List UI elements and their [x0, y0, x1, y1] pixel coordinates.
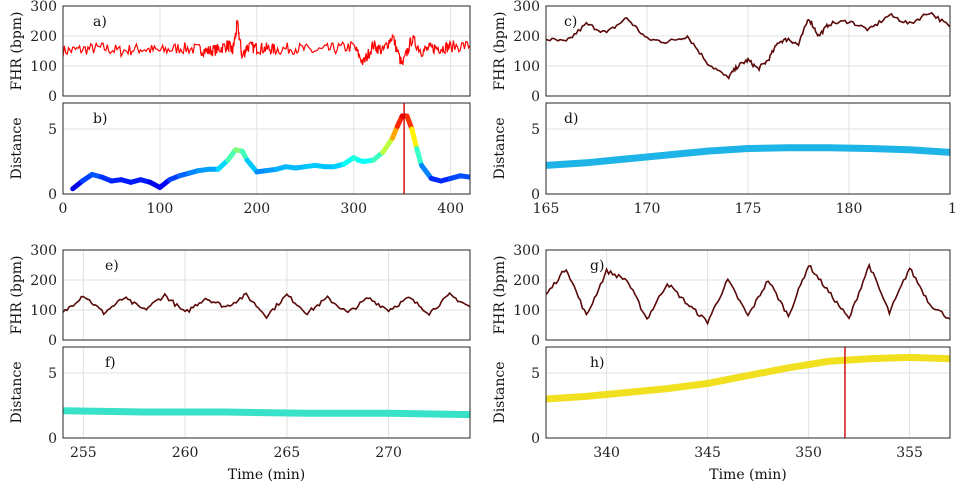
y-tick-label: 100 — [513, 303, 540, 319]
distance-segment — [244, 157, 260, 175]
y-tick-label: 300 — [513, 243, 540, 259]
axes-frame — [545, 249, 951, 341]
plot-area — [546, 262, 950, 326]
y-axis-label: FHR (bpm) — [9, 255, 25, 334]
plot-area — [546, 353, 950, 403]
y-tick-label: 300 — [30, 0, 57, 15]
y-tick-label: 0 — [48, 333, 57, 349]
axes-frame — [62, 102, 471, 195]
axes-frame — [62, 5, 471, 97]
x-tick-label: 340 — [593, 445, 620, 461]
y-tick-label: 0 — [48, 187, 57, 203]
panel-label: a) — [93, 14, 107, 30]
y-axis-label: FHR (bpm) — [9, 11, 25, 90]
x-axis-label: Time (min) — [709, 467, 787, 483]
panel-label: b) — [93, 111, 107, 127]
x-tick-label: 200 — [243, 201, 270, 217]
axes-frame — [545, 346, 951, 439]
plot-area — [70, 113, 470, 192]
axes-frame — [545, 102, 951, 195]
y-tick-label: 0 — [531, 187, 540, 203]
x-tick-label: 270 — [375, 445, 402, 461]
y-axis-label: FHR (bpm) — [492, 255, 508, 334]
y-tick-label: 0 — [531, 89, 540, 105]
y-tick-label: 0 — [531, 333, 540, 349]
x-tick-label: 255 — [70, 445, 97, 461]
x-tick-label: 260 — [172, 445, 199, 461]
distance-segment — [380, 135, 395, 155]
fhr-series-line — [63, 291, 470, 320]
panel-label: c) — [564, 14, 577, 30]
distance-segment — [457, 173, 470, 180]
y-tick-label: 200 — [30, 273, 57, 289]
plot-area — [546, 144, 950, 169]
x-tick-label: 300 — [340, 201, 367, 217]
y-tick-label: 100 — [513, 59, 540, 75]
x-tick-label: 355 — [896, 445, 923, 461]
x-axis-label: Time (min) — [228, 467, 306, 483]
axes-frame — [545, 5, 951, 97]
y-tick-label: 0 — [531, 431, 540, 447]
panel-d: 0 5 165 170 175 180 18 Distance d) — [492, 102, 957, 217]
axes-frame — [62, 346, 471, 439]
y-axis-label: Distance — [492, 361, 508, 423]
y-tick-label: 100 — [30, 59, 57, 75]
x-tick-label: 265 — [273, 445, 300, 461]
x-tick-label: 175 — [735, 201, 762, 217]
distance-series-line — [546, 144, 950, 169]
plot-area — [63, 19, 470, 66]
panel-label: f) — [105, 355, 116, 371]
distance-series-line — [546, 353, 950, 403]
distance-series-line — [63, 407, 470, 419]
plot-area — [63, 407, 470, 419]
panel-h: 0 5 340 345 350 355 Distance Time (min) h) — [492, 346, 951, 483]
y-tick-label: 5 — [531, 366, 540, 382]
panel-a: 0 100 200 300 FHR (bpm) a) — [9, 0, 471, 105]
panel-label: h) — [590, 355, 604, 371]
panel-c: 0 100 200 300 FHR (bpm) c) — [492, 0, 951, 105]
plot-area — [63, 291, 470, 320]
y-tick-label: 100 — [30, 303, 57, 319]
fhr-series-line — [63, 19, 470, 66]
y-tick-label: 200 — [30, 29, 57, 45]
y-tick-label: 5 — [48, 366, 57, 382]
distance-segment — [414, 146, 425, 168]
y-tick-label: 5 — [531, 122, 540, 138]
fhr-series-line — [546, 262, 950, 326]
y-tick-label: 300 — [30, 243, 57, 259]
y-axis-label: FHR (bpm) — [492, 11, 508, 90]
panel-label: e) — [105, 258, 119, 274]
distance-segment — [409, 126, 420, 151]
x-tick-label: 180 — [836, 201, 863, 217]
x-tick-label: 345 — [694, 445, 721, 461]
fhr-series-line — [546, 11, 950, 81]
panel-label: g) — [590, 258, 604, 274]
x-tick-label: 350 — [795, 445, 822, 461]
y-axis-label: Distance — [9, 361, 25, 423]
y-tick-label: 200 — [513, 273, 540, 289]
x-tick-label: 170 — [634, 201, 661, 217]
y-tick-label: 200 — [513, 29, 540, 45]
y-tick-label: 5 — [48, 122, 57, 138]
distance-segment — [419, 162, 434, 181]
x-tick-label: 165 — [533, 201, 560, 217]
panel-label: d) — [564, 111, 578, 127]
x-tick-label: 18 — [948, 201, 957, 217]
panel-e: 0 100 200 300 FHR (bpm) e) — [9, 243, 471, 349]
panel-f: 0 5 255 260 265 270 Distance Time (min) f) — [9, 346, 471, 483]
x-tick-label: 0 — [59, 201, 68, 217]
axes-frame — [62, 249, 471, 341]
x-tick-label: 100 — [147, 201, 174, 217]
y-axis-label: Distance — [492, 117, 508, 179]
y-tick-label: 0 — [48, 89, 57, 105]
plot-area — [546, 11, 950, 81]
y-tick-label: 300 — [513, 0, 540, 15]
y-tick-label: 0 — [48, 431, 57, 447]
x-tick-label: 400 — [437, 201, 464, 217]
y-axis-label: Distance — [9, 117, 25, 179]
panel-g: 0 100 200 300 FHR (bpm) g) — [492, 243, 951, 349]
